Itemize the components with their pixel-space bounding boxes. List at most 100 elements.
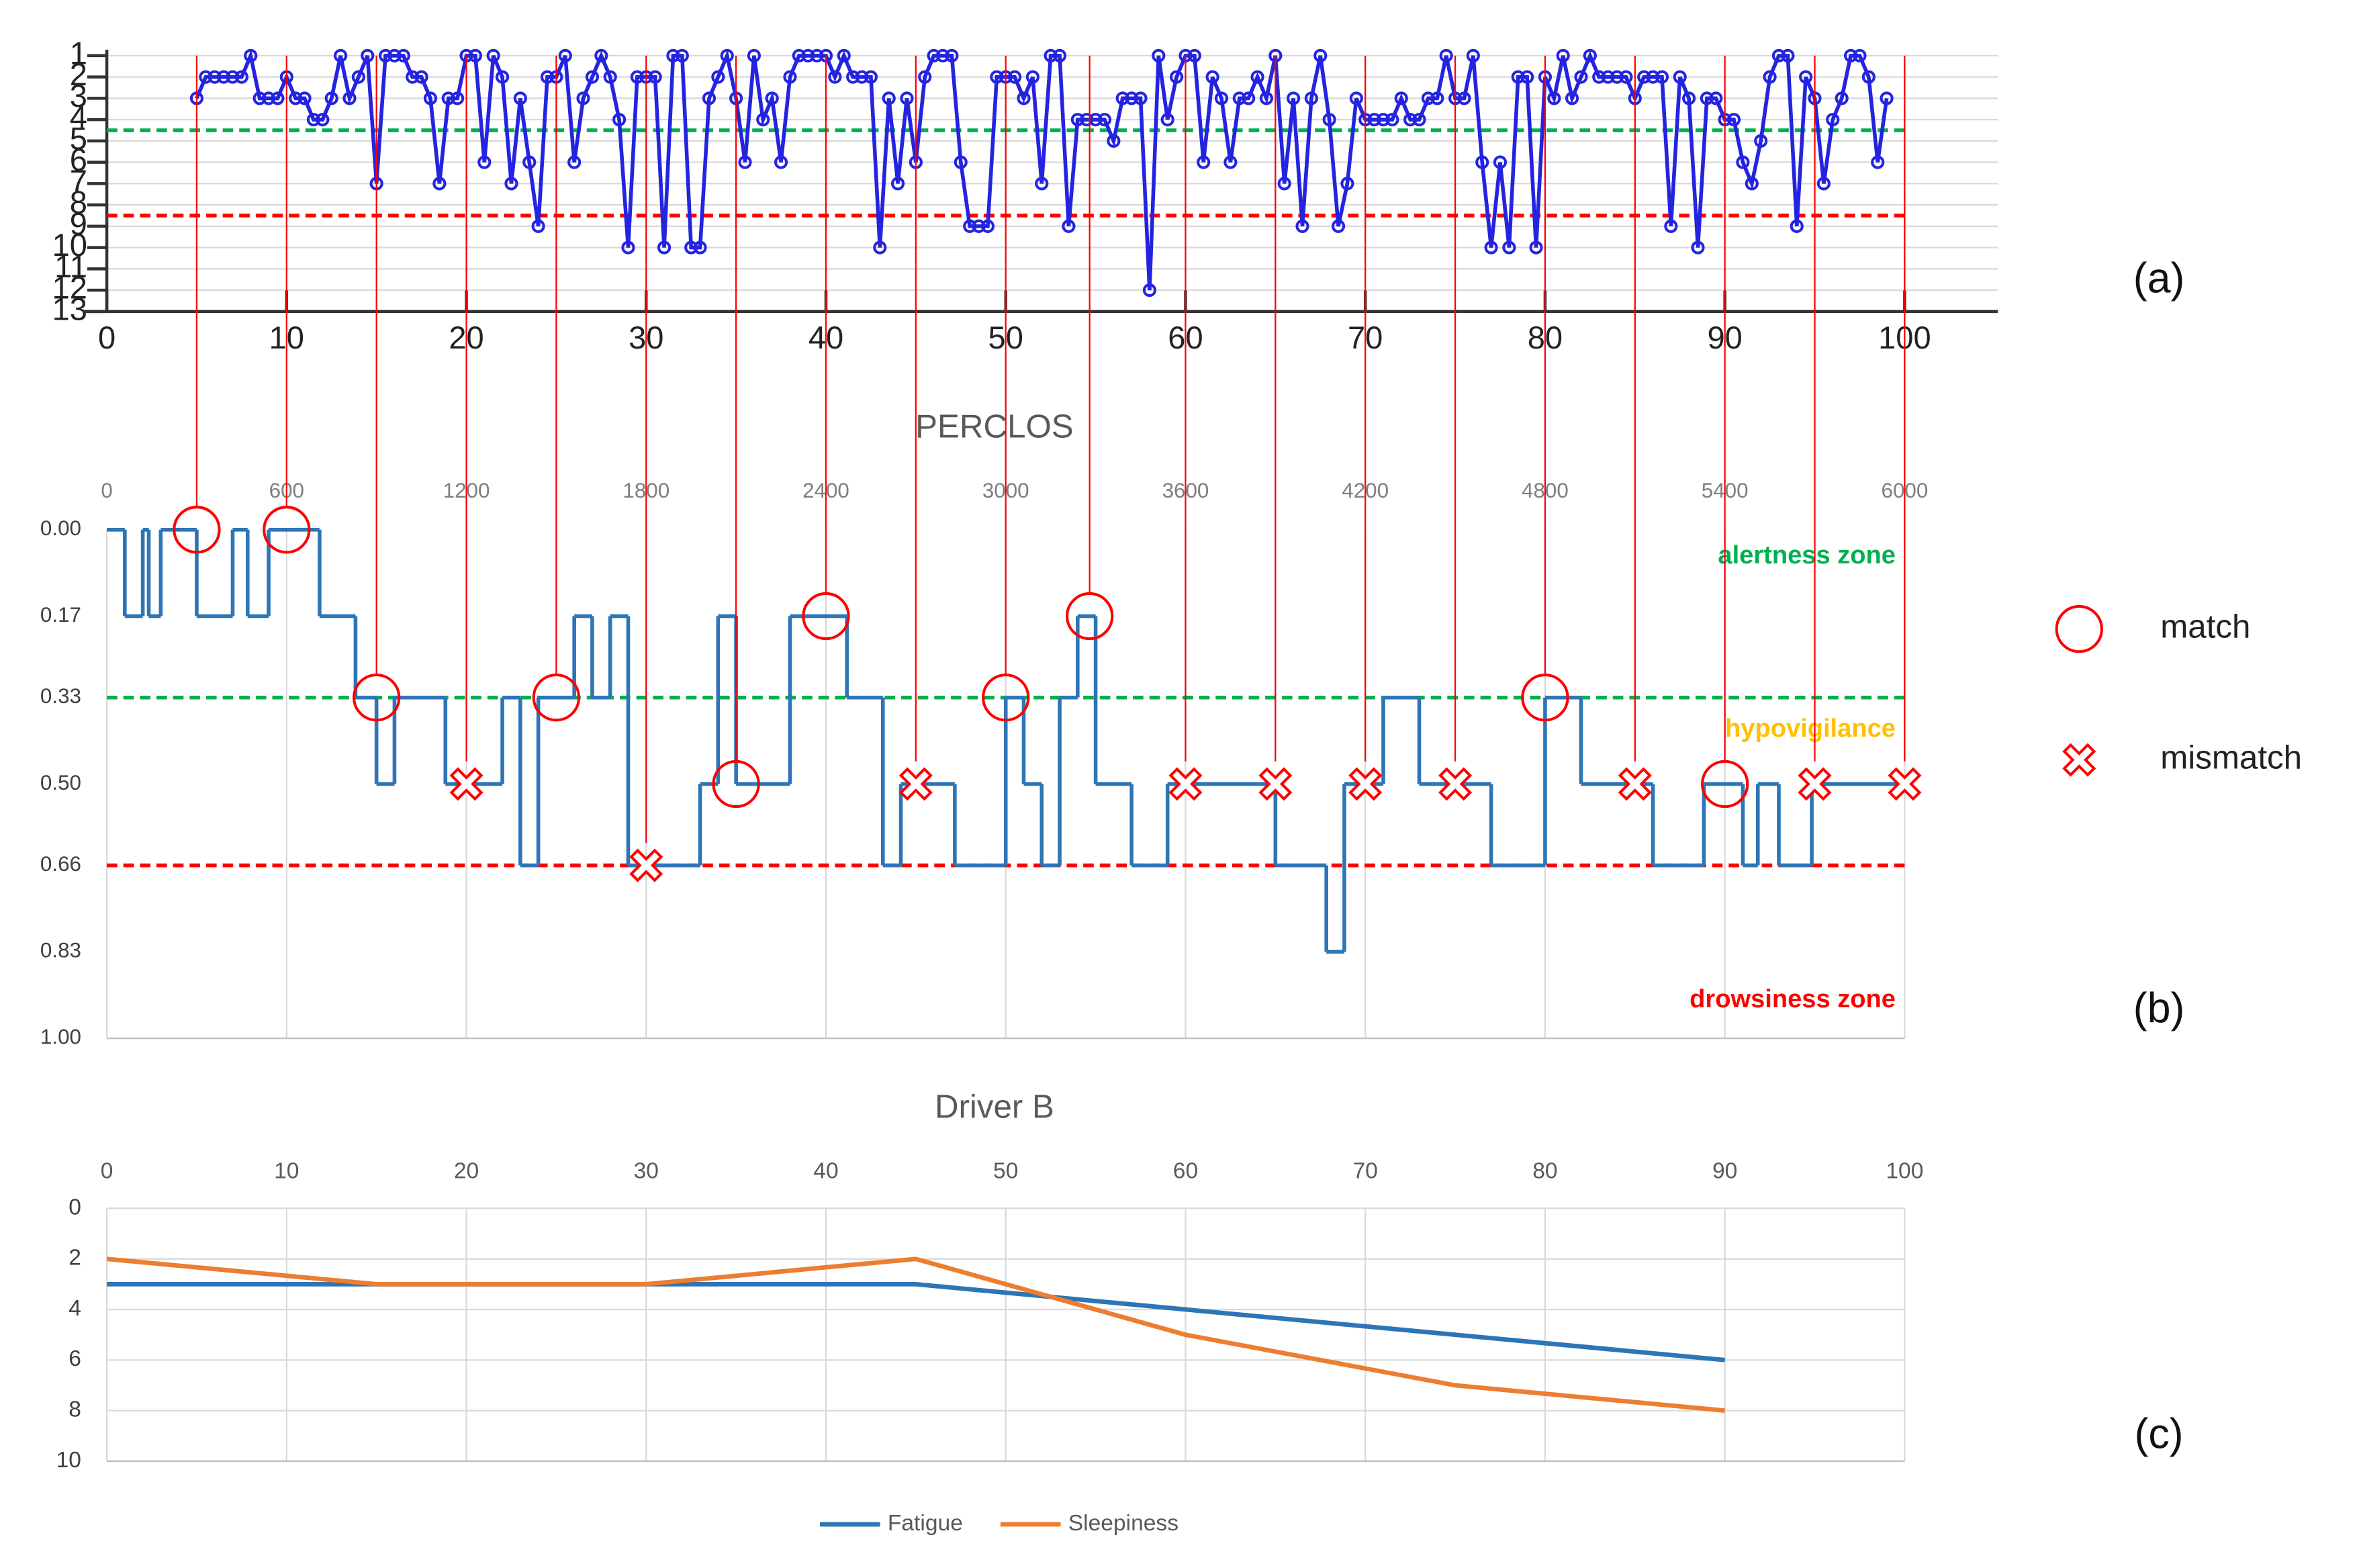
match-marker [1066,592,1114,641]
y-tick-label: 11 [54,248,87,284]
y-tick-label: 13 [52,291,87,326]
data-point [702,91,716,105]
data-point [1529,240,1543,255]
data-point [621,240,635,255]
data-point [954,155,968,169]
data-point [477,155,492,169]
mismatch-marker [1168,767,1203,801]
y-tick-label: 12 [52,270,87,306]
data-point [963,219,977,233]
data-point [1295,219,1309,233]
data-point [1673,70,1687,84]
data-point [1700,91,1714,105]
data-point [774,155,788,169]
data-point [1745,177,1759,191]
data-point [1709,91,1723,105]
y-tick-label: 1.00 [40,1025,81,1048]
data-point [1466,48,1480,62]
y-tick-label: 0.33 [40,684,81,708]
y-tick-label: 6 [68,1346,81,1371]
data-point [792,48,806,62]
data-point [316,113,330,127]
data-point [980,219,995,233]
data-point [432,177,447,191]
data-point [927,48,941,62]
data-point [1726,113,1741,127]
data-point [1610,70,1624,84]
data-point [199,70,213,84]
data-point [747,48,761,62]
y-tick-label: 7 [70,163,87,199]
data-point [1242,91,1256,105]
y-tick-label: 0.66 [40,852,81,876]
data-point [594,48,608,62]
data-point [306,113,321,127]
y-tick-label: 4 [68,1296,81,1321]
data-point [1070,113,1084,127]
data-point [1287,91,1301,105]
mismatch-marker [449,767,483,801]
data-point [837,48,851,62]
data-point [1322,113,1336,127]
data-point [1799,70,1813,84]
data-point [783,70,797,84]
data-point [1223,155,1238,169]
data-point [1781,48,1795,62]
data-point [289,91,303,105]
data-point [801,48,815,62]
y-tick-label: 0.50 [40,771,81,794]
match-marker [982,674,1030,722]
data-point [513,91,527,105]
data-point [406,70,420,84]
data-point [1340,177,1354,191]
data-point [945,48,959,62]
x-tick-label: 40 [813,1159,838,1184]
data-point [1754,134,1768,148]
data-point [972,219,986,233]
data-point [1853,48,1867,62]
data-point [334,48,348,62]
data-point [522,155,537,169]
x-tick-label: 60 [1173,1159,1198,1184]
y-tick-label: 2 [70,56,87,92]
data-point [378,48,393,62]
data-point [1125,91,1139,105]
data-point [1601,70,1615,84]
data-point [1232,91,1246,105]
match-marker [353,674,401,722]
data-point [1134,91,1148,105]
data-point [1771,48,1786,62]
legend-label: match [2160,608,2250,645]
data-point [387,48,402,62]
data-point [1637,70,1651,84]
data-point [1502,240,1516,255]
data-point [1403,113,1418,127]
match-marker [173,506,221,554]
y-tick-label: 5 [70,120,87,156]
data-point [693,240,707,255]
data-point [1556,48,1570,62]
data-point [1412,113,1426,127]
data-point [657,240,672,255]
legend-label: mismatch [2160,739,2302,776]
data-point [1080,113,1094,127]
data-point [576,91,590,105]
y-tick-label: 0.83 [40,939,81,962]
data-point [1169,70,1184,84]
data-point [765,91,779,105]
data-point [720,48,734,62]
mismatch-marker [629,848,663,882]
data-point [261,91,276,105]
data-point [1547,91,1561,105]
x-tick-label: 90 [1712,1159,1737,1184]
match-marker [712,759,760,809]
x-tick-label: 50 [993,1159,1018,1184]
data-point [648,70,662,84]
data-line [106,1256,1725,1413]
data-point [1835,91,1849,105]
data-point [1421,91,1435,105]
data-point [630,70,644,84]
data-point [1394,91,1408,105]
